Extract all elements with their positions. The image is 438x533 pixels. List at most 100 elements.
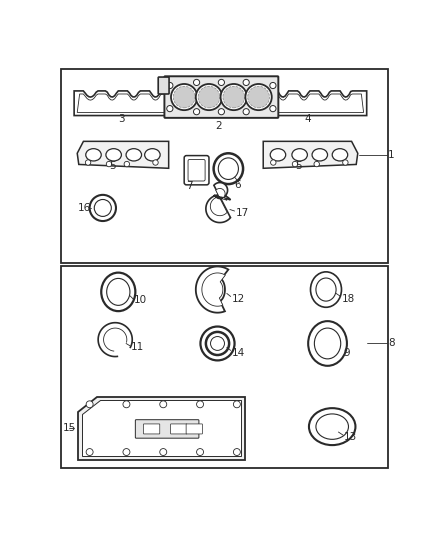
Circle shape [167, 106, 173, 112]
FancyBboxPatch shape [171, 424, 187, 434]
Circle shape [167, 83, 173, 88]
Circle shape [221, 84, 247, 110]
Text: 11: 11 [131, 342, 144, 352]
Circle shape [343, 160, 348, 165]
Circle shape [123, 401, 130, 408]
Text: 8: 8 [388, 338, 395, 349]
Circle shape [196, 84, 222, 110]
Circle shape [271, 160, 276, 165]
Text: 5: 5 [295, 161, 302, 172]
Circle shape [223, 86, 245, 108]
Circle shape [233, 401, 240, 408]
Circle shape [124, 161, 130, 167]
Polygon shape [202, 273, 225, 306]
Ellipse shape [101, 273, 135, 311]
Circle shape [314, 161, 319, 167]
FancyBboxPatch shape [164, 76, 278, 118]
Text: 10: 10 [134, 295, 147, 305]
Ellipse shape [86, 149, 101, 161]
Polygon shape [98, 322, 132, 357]
Circle shape [160, 449, 167, 456]
Circle shape [85, 160, 91, 165]
Text: 12: 12 [231, 294, 245, 304]
Circle shape [233, 449, 240, 456]
FancyBboxPatch shape [184, 156, 209, 185]
Text: 13: 13 [344, 432, 357, 442]
Polygon shape [78, 397, 245, 460]
Polygon shape [206, 182, 230, 223]
Ellipse shape [314, 328, 341, 359]
Polygon shape [262, 91, 367, 116]
Circle shape [123, 449, 130, 456]
Text: 2: 2 [216, 120, 223, 131]
Circle shape [218, 79, 224, 85]
Text: 15: 15 [63, 423, 76, 433]
Circle shape [248, 86, 269, 108]
Text: 14: 14 [231, 348, 245, 358]
Ellipse shape [308, 321, 347, 366]
Circle shape [211, 336, 224, 350]
Circle shape [173, 86, 195, 108]
Text: 1: 1 [388, 150, 395, 160]
Circle shape [171, 84, 198, 110]
Circle shape [160, 401, 167, 408]
Ellipse shape [309, 408, 356, 445]
Circle shape [106, 161, 112, 167]
Circle shape [201, 327, 235, 360]
Circle shape [153, 160, 158, 165]
Polygon shape [265, 94, 364, 112]
Polygon shape [74, 91, 183, 116]
Text: 17: 17 [235, 207, 249, 217]
Circle shape [243, 79, 249, 85]
Polygon shape [103, 328, 127, 351]
Text: 16: 16 [78, 203, 91, 213]
Polygon shape [82, 400, 241, 456]
Circle shape [292, 161, 298, 167]
Ellipse shape [270, 149, 286, 161]
Ellipse shape [292, 149, 307, 161]
Ellipse shape [332, 149, 348, 161]
FancyBboxPatch shape [188, 159, 205, 181]
Bar [61, 69, 388, 263]
Polygon shape [77, 141, 169, 168]
Ellipse shape [145, 149, 160, 161]
Text: 5: 5 [109, 161, 116, 172]
FancyBboxPatch shape [158, 77, 169, 94]
Text: 9: 9 [343, 348, 350, 358]
Ellipse shape [126, 149, 141, 161]
Polygon shape [196, 266, 228, 313]
Text: 7: 7 [187, 181, 193, 191]
Ellipse shape [311, 272, 342, 308]
Circle shape [194, 109, 200, 115]
Text: 4: 4 [304, 114, 311, 124]
FancyBboxPatch shape [186, 424, 202, 434]
Polygon shape [77, 94, 180, 112]
Circle shape [243, 109, 249, 115]
Text: 18: 18 [342, 294, 355, 304]
Polygon shape [210, 189, 227, 216]
Circle shape [198, 86, 220, 108]
Circle shape [86, 401, 93, 408]
Circle shape [270, 83, 276, 88]
Ellipse shape [214, 154, 243, 184]
Ellipse shape [312, 149, 328, 161]
Ellipse shape [218, 158, 238, 180]
Text: 6: 6 [235, 180, 241, 190]
Bar [61, 266, 388, 468]
Ellipse shape [107, 278, 130, 305]
Circle shape [197, 449, 204, 456]
Circle shape [86, 449, 93, 456]
Circle shape [194, 79, 200, 85]
Circle shape [270, 106, 276, 112]
Ellipse shape [106, 149, 121, 161]
Polygon shape [263, 141, 358, 168]
Circle shape [245, 84, 272, 110]
FancyBboxPatch shape [144, 424, 160, 434]
Circle shape [94, 199, 111, 216]
Circle shape [206, 332, 229, 355]
Ellipse shape [316, 414, 349, 439]
Text: 3: 3 [118, 114, 125, 124]
Circle shape [218, 109, 224, 115]
FancyBboxPatch shape [135, 419, 199, 438]
Circle shape [90, 195, 116, 221]
